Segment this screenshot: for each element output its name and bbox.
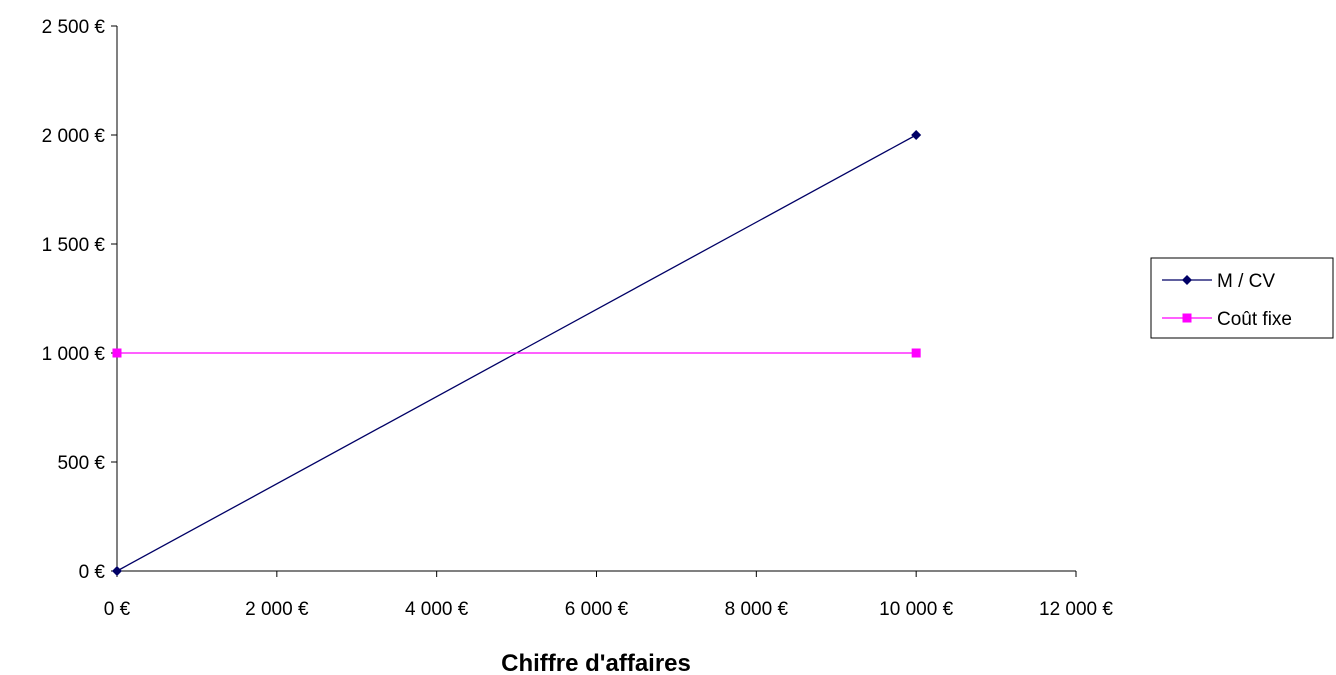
data-point bbox=[112, 566, 122, 576]
x-tick-label: 0 € bbox=[104, 599, 131, 620]
x-tick-label: 12 000 € bbox=[1039, 599, 1113, 620]
legend-marker bbox=[1182, 275, 1192, 285]
y-tick-label: 0 € bbox=[79, 562, 106, 583]
data-point bbox=[911, 348, 921, 358]
legend-label: Coût fixe bbox=[1217, 309, 1292, 330]
x-tick-label: 6 000 € bbox=[565, 599, 629, 620]
y-tick-label: 500 € bbox=[57, 453, 105, 474]
data-point bbox=[112, 348, 122, 358]
plot-area: 0 € 500 € 1 000 € 1 500 € 2 000 € 2 500 € 0 €… bbox=[42, 17, 1114, 620]
x-axis-title: Chiffre d'affaires bbox=[501, 650, 691, 675]
y-tick-label: 2 000 € bbox=[42, 126, 106, 147]
x-tick-label: 2 000 € bbox=[245, 599, 309, 620]
series-layer bbox=[112, 130, 922, 576]
y-ticks: 0 € 500 € 1 000 € 1 500 € 2 000 € 2 500 € bbox=[42, 17, 117, 583]
y-tick-label: 1 500 € bbox=[42, 235, 106, 256]
x-ticks: 0 € 2 000 € 4 000 € 6 000 € 8 000 € 10 000 € 1… bbox=[104, 571, 1113, 620]
y-tick-label: 2 500 € bbox=[42, 17, 106, 38]
y-tick-label: 1 000 € bbox=[42, 344, 106, 365]
legend-marker bbox=[1182, 313, 1192, 323]
x-tick-label: 8 000 € bbox=[725, 599, 789, 620]
legend: M / CV Coût fixe bbox=[1150, 257, 1334, 339]
legend-items: M / CV Coût fixe bbox=[1162, 271, 1292, 330]
legend-label: M / CV bbox=[1217, 271, 1275, 292]
data-point bbox=[911, 130, 922, 140]
x-tick-label: 10 000 € bbox=[879, 599, 953, 620]
x-tick-label: 4 000 € bbox=[405, 599, 469, 620]
legend-box bbox=[1150, 257, 1334, 339]
